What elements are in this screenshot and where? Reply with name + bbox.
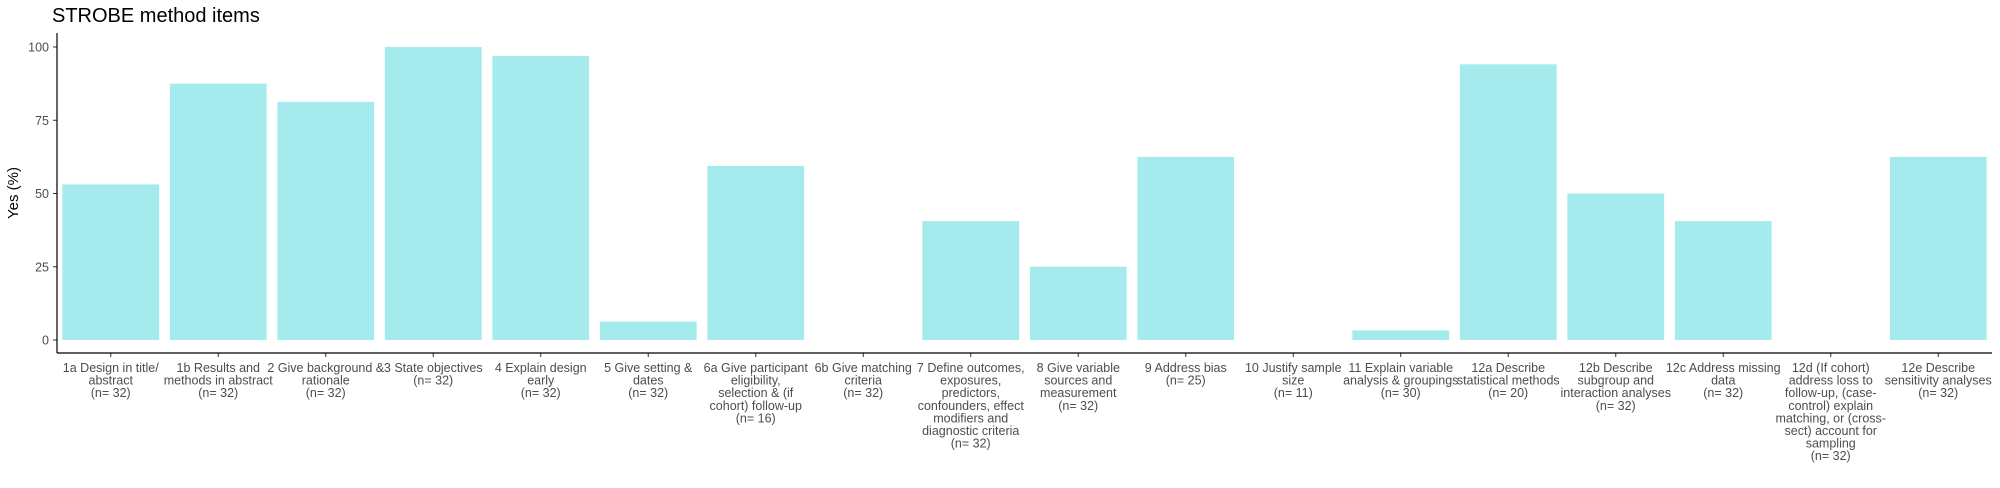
x-tick-label-3: 2 Give background & rationale (n= 32) — [267, 361, 384, 400]
bar-18 — [1889, 156, 1987, 341]
x-tick-label-18: 12e Describe sensitivity analyses (n= 32) — [1885, 361, 1992, 400]
bar-11 — [1137, 156, 1235, 341]
chart-title: STROBE method items — [52, 5, 260, 27]
bar-10 — [1029, 266, 1127, 340]
x-tick-label-6: 5 Give setting & dates (n= 32) — [604, 361, 693, 400]
x-tick-label-15: 12b Describe subgroup and interaction anal… — [1561, 361, 1671, 413]
x-tick-label-16: 12c Address missing data (n= 32) — [1666, 361, 1781, 400]
y-tick-label-25: 25 — [35, 260, 49, 274]
bar-1 — [62, 184, 160, 340]
y-axis-label: Yes (%) — [5, 167, 22, 219]
y-tick-label-75: 75 — [35, 114, 49, 128]
x-tick-label-7: 6a Give participant eligibility, selection… — [704, 361, 809, 425]
bar-14 — [1459, 64, 1557, 340]
x-tick-label-14: 12a Describe statistical methods (n= 20) — [1457, 361, 1560, 400]
x-tick-label-4: 3 State objectives (n= 32) — [384, 361, 483, 388]
x-tick-label-1: 1a Design in title/abstract (n= 32) — [63, 361, 159, 400]
bar-9 — [922, 221, 1020, 340]
x-tick-label-5: 4 Explain design early (n= 32) — [495, 361, 587, 400]
x-tick-label-9: 7 Define outcomes, exposures, predictors, c… — [917, 361, 1025, 451]
x-tick-label-11: 9 Address bias (n= 25) — [1145, 361, 1227, 388]
bar-2 — [169, 83, 267, 341]
x-tick-label-2: 1b Results and methods in abstract (n= 32) — [164, 361, 274, 400]
x-tick-label-17: 12d (If cohort) address loss to follow-up,… — [1776, 361, 1886, 463]
bars-group — [62, 47, 1987, 341]
bar-6 — [599, 321, 697, 340]
x-axis-ticks: 1a Design in title/abstract (n= 32)1b Res… — [63, 353, 1992, 463]
y-tick-label-0: 0 — [42, 334, 49, 348]
y-tick-label-100: 100 — [28, 41, 49, 55]
bar-15 — [1567, 193, 1665, 340]
y-tick-label-50: 50 — [35, 187, 49, 201]
x-tick-label-12: 10 Justify sample size (n= 11) — [1245, 361, 1342, 400]
y-axis-ticks: 0 25 50 75 100 — [28, 41, 57, 348]
x-tick-label-13: 11 Explain variable analysis & groupings(… — [1343, 361, 1458, 400]
bar-3 — [277, 101, 375, 340]
x-tick-label-8: 6b Give matching criteria (n= 32) — [815, 361, 912, 400]
bar-16 — [1674, 221, 1772, 340]
bar-4 — [384, 47, 482, 340]
bar-13 — [1352, 330, 1450, 340]
x-tick-label-10: 8 Give variable sources and measurement (n=… — [1037, 361, 1120, 413]
bar-5 — [492, 56, 590, 340]
bar-7 — [707, 165, 805, 340]
